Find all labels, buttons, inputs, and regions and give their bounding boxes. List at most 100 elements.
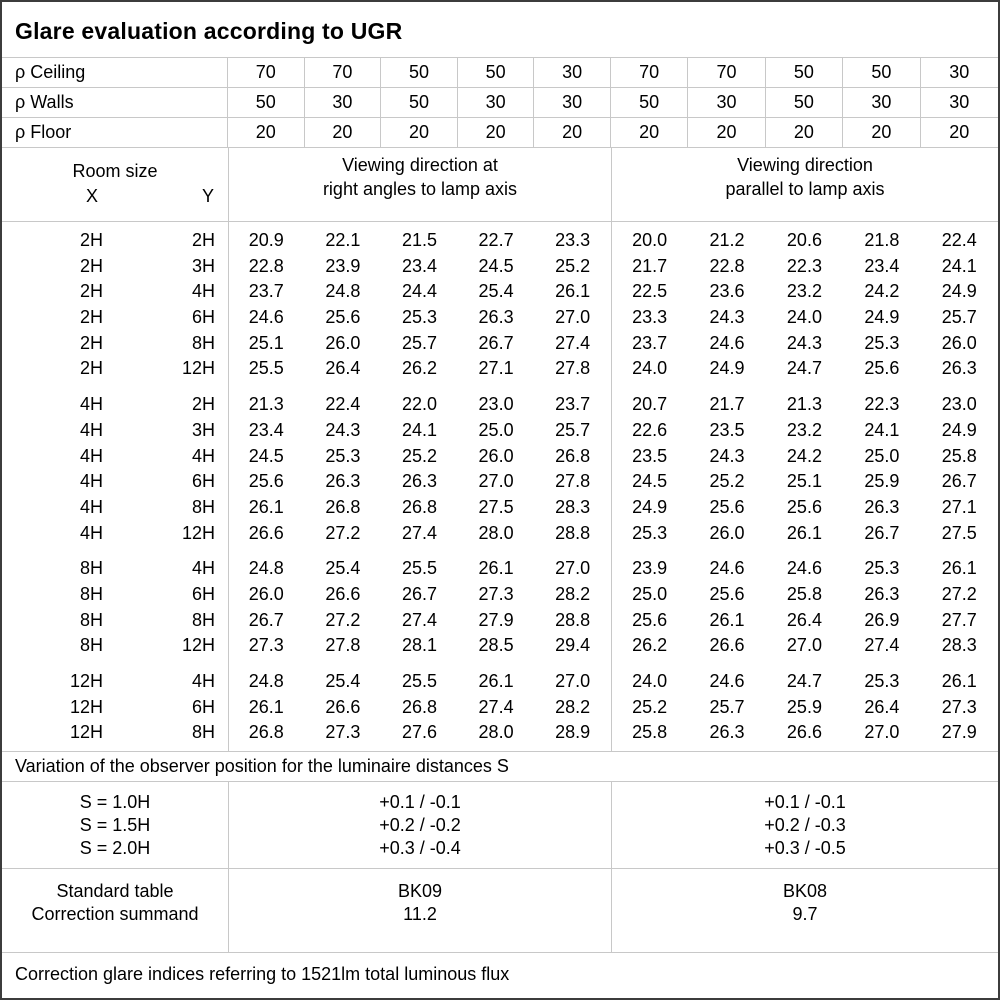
room-y-cell: 4H xyxy=(191,281,215,302)
reflectance-value-cell: 20 xyxy=(228,118,305,147)
column-header-row: Room size X Y Viewing direction at right… xyxy=(2,148,998,222)
ugr-value-cell: 27.0 xyxy=(555,558,591,579)
standard-table-value-right-angles: BK09 xyxy=(397,881,443,901)
ugr-value-cell: 27.9 xyxy=(941,722,977,743)
reflectance-value-cell: 50 xyxy=(381,58,458,87)
room-x-cell: 2H xyxy=(79,358,103,379)
reflectance-value-cell: 30 xyxy=(843,88,921,117)
ugr-value-cell: 28.3 xyxy=(555,496,591,517)
ugr-value-cell: 23.7 xyxy=(555,394,591,415)
room-y-cell: 6H xyxy=(191,583,215,604)
room-y-cell: 6H xyxy=(191,307,215,328)
s-distance-label: S = 2.0H xyxy=(79,838,151,858)
ugr-value-cell: 25.5 xyxy=(248,358,284,379)
ugr-value-cell: 26.4 xyxy=(864,696,900,717)
ugr-value-cell: 25.7 xyxy=(709,696,745,717)
ugr-value-cell: 25.7 xyxy=(401,332,437,353)
reflectance-value-cell: 20 xyxy=(843,118,921,147)
table-row: 2H 4H 23.7 24.8 24.4 25.4 26.1 22.5 23.6 23.2 24.2… xyxy=(2,279,998,305)
room-x-cell: 4H xyxy=(79,496,103,517)
s-variation-value-right-angles: +0.1 / -0.1 xyxy=(379,792,461,812)
ugr-value-cell: 27.0 xyxy=(864,722,900,743)
room-x-cell: 2H xyxy=(79,332,103,353)
ugr-value-cell: 25.4 xyxy=(325,671,361,691)
ugr-value-cell: 24.6 xyxy=(248,307,284,328)
ugr-value-cell: 23.4 xyxy=(401,255,437,276)
room-y-cell: 8H xyxy=(191,496,215,517)
ugr-value-cell: 23.0 xyxy=(941,394,977,415)
ugr-value-cell: 24.0 xyxy=(632,358,668,379)
ugr-value-cell: 25.6 xyxy=(786,496,822,517)
ugr-value-cell: 23.0 xyxy=(478,394,514,415)
room-y-cell: 4H xyxy=(191,445,215,466)
table-row: 8H 8H 26.7 27.2 27.4 27.9 28.8 25.6 26.1 26.4 26.9… xyxy=(2,608,998,634)
ugr-value-cell: 25.6 xyxy=(864,358,900,379)
room-x-cell: 12H xyxy=(69,722,103,743)
ugr-value-cell: 26.3 xyxy=(709,722,745,743)
ugr-value-cell: 25.7 xyxy=(941,307,977,328)
room-x-cell: 12H xyxy=(69,696,103,717)
room-x-cell: 8H xyxy=(79,583,103,604)
reflectance-value-cell: 30 xyxy=(305,88,382,117)
page-title: Glare evaluation according to UGR xyxy=(2,2,998,58)
ugr-value-cell: 25.3 xyxy=(864,332,900,353)
ugr-value-cell: 22.4 xyxy=(325,394,361,415)
s-distance-label: S = 1.0H xyxy=(79,792,151,812)
table-row: 4H 2H 21.3 22.4 22.0 23.0 23.7 20.7 21.7 21.3 22.3… xyxy=(2,392,998,418)
standard-parallel-column: BK08 9.7 xyxy=(611,869,998,952)
ugr-value-cell: 26.2 xyxy=(632,635,668,656)
ugr-value-cell: 20.9 xyxy=(248,230,284,250)
ugr-value-cell: 21.3 xyxy=(786,394,822,415)
ugr-value-cell: 25.4 xyxy=(325,558,361,579)
ugr-value-cell: 26.6 xyxy=(709,635,745,656)
ugr-value-cell: 26.3 xyxy=(401,471,437,492)
ugr-value-cell: 24.5 xyxy=(478,255,514,276)
table-row: 2H 2H 20.9 22.1 21.5 22.7 23.3 20.0 21.2 20.6 21.8… xyxy=(2,228,998,254)
ugr-value-cell: 28.0 xyxy=(478,522,514,543)
ugr-value-cell: 25.8 xyxy=(786,583,822,604)
ugr-value-cell: 27.1 xyxy=(941,496,977,517)
correction-summand-value-parallel: 9.7 xyxy=(792,904,818,924)
ugr-value-cell: 24.9 xyxy=(632,496,668,517)
ugr-value-cell: 25.1 xyxy=(786,471,822,492)
ugr-value-cell: 24.9 xyxy=(864,307,900,328)
ugr-value-cell: 23.9 xyxy=(632,558,668,579)
room-y-cell: 4H xyxy=(191,671,215,691)
ugr-value-cell: 27.8 xyxy=(555,471,591,492)
ugr-value-cell: 23.2 xyxy=(786,281,822,302)
ugr-value-cell: 24.0 xyxy=(786,307,822,328)
room-x-cell: 2H xyxy=(79,307,103,328)
ugr-value-cell: 26.0 xyxy=(478,445,514,466)
ugr-value-cell: 22.1 xyxy=(325,230,361,250)
ugr-value-cell: 24.3 xyxy=(709,307,745,328)
ugr-value-cell: 24.1 xyxy=(401,419,437,440)
ugr-value-cell: 26.6 xyxy=(786,722,822,743)
s-variation-value-right-angles: +0.3 / -0.4 xyxy=(379,838,461,858)
table-row: 12H 8H 26.8 27.3 27.6 28.0 28.9 25.8 26.3 26.6 27.… xyxy=(2,720,998,746)
table-row: 2H 3H 22.8 23.9 23.4 24.5 25.2 21.7 22.8 22.3 23.4… xyxy=(2,254,998,280)
room-y-cell: 4H xyxy=(191,558,215,579)
ugr-value-cell: 26.3 xyxy=(325,471,361,492)
ugr-value-cell: 26.1 xyxy=(709,609,745,630)
ugr-value-cell: 24.3 xyxy=(709,445,745,466)
ugr-value-cell: 22.0 xyxy=(401,394,437,415)
room-y-cell: 8H xyxy=(191,609,215,630)
ugr-value-cell: 25.3 xyxy=(325,445,361,466)
standard-table-label: Standard table xyxy=(56,881,174,901)
ugr-value-cell: 24.3 xyxy=(325,419,361,440)
ugr-value-cell: 27.1 xyxy=(478,358,514,379)
table-row: 8H 12H 27.3 27.8 28.1 28.5 29.4 26.2 26.6 27.0 27.… xyxy=(2,633,998,659)
ugr-value-cell: 27.0 xyxy=(786,635,822,656)
ugr-value-cell: 22.6 xyxy=(632,419,668,440)
room-x-cell: 8H xyxy=(79,558,103,579)
parallel-header: Viewing direction parallel to lamp axis xyxy=(611,148,998,221)
reflectance-value-cell: 20 xyxy=(688,118,766,147)
s-variation-value-parallel: +0.1 / -0.1 xyxy=(764,792,846,812)
parallel-header-line1: Viewing direction xyxy=(737,155,873,175)
ugr-value-cell: 24.6 xyxy=(709,671,745,691)
ugr-value-cell: 20.6 xyxy=(786,230,822,250)
ugr-value-cell: 22.5 xyxy=(632,281,668,302)
ugr-value-cell: 27.3 xyxy=(478,583,514,604)
ugr-value-cell: 26.3 xyxy=(864,583,900,604)
standard-right-angles-column: BK09 11.2 xyxy=(228,869,611,952)
